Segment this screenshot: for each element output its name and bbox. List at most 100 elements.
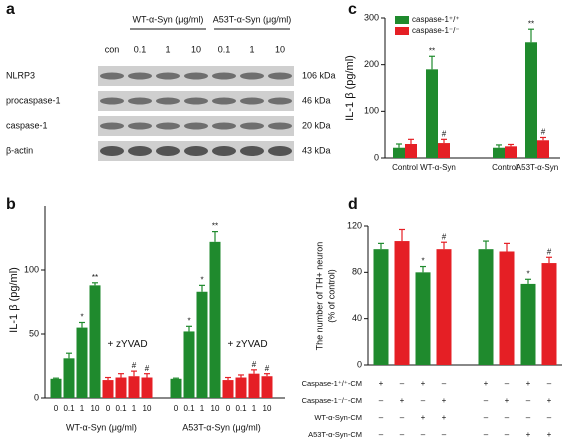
x-tick-label: 0 bbox=[174, 404, 179, 413]
bar bbox=[183, 331, 195, 398]
x-tick-label: 0 bbox=[54, 404, 59, 413]
blot-band bbox=[156, 122, 180, 130]
table-cell: + bbox=[421, 413, 426, 422]
x-tick-label: 1 bbox=[252, 404, 257, 413]
x-tick-label: 10 bbox=[143, 404, 152, 413]
bar bbox=[426, 69, 438, 158]
y-tick-label: 40 bbox=[352, 313, 362, 323]
blot-header: WT-α-Syn (μg/ml) bbox=[133, 14, 204, 24]
x-tick-label: 0.1 bbox=[63, 404, 75, 413]
significance-mark: # bbox=[265, 364, 270, 373]
significance-mark: # bbox=[541, 128, 546, 137]
significance-mark: ** bbox=[429, 46, 435, 55]
table-cell: + bbox=[505, 396, 510, 405]
panel-letter: a bbox=[6, 1, 15, 18]
legend-label: caspase-1⁻/⁻ bbox=[412, 26, 460, 35]
blot-band bbox=[240, 146, 264, 156]
lane-label: 1 bbox=[165, 44, 170, 54]
x-tick-label: 1 bbox=[80, 404, 85, 413]
blot-row-label: β-actin bbox=[6, 145, 33, 155]
y-tick-label: 200 bbox=[364, 59, 379, 69]
table-row-label: Caspase-1⁺/⁺-CM bbox=[302, 379, 362, 388]
table-cell: – bbox=[505, 430, 510, 439]
table-row-label: WT-α-Syn-CM bbox=[314, 413, 362, 422]
blot-band bbox=[268, 146, 292, 156]
table-cell: – bbox=[484, 413, 489, 422]
blot-band bbox=[128, 122, 152, 130]
bar bbox=[541, 263, 557, 365]
table-cell: + bbox=[547, 430, 552, 439]
bar bbox=[76, 327, 88, 398]
lane-label: 0.1 bbox=[218, 44, 231, 54]
bar bbox=[478, 249, 494, 365]
blot-band bbox=[240, 122, 264, 130]
blot-band bbox=[100, 122, 124, 130]
y-axis-label: (% of control) bbox=[326, 269, 336, 323]
legend-label: caspase-1⁺/⁺ bbox=[412, 15, 460, 24]
panel-letter: b bbox=[6, 196, 16, 213]
y-tick-label: 100 bbox=[24, 264, 39, 274]
blot-band bbox=[184, 146, 208, 156]
significance-mark: # bbox=[252, 360, 257, 369]
x-tick-label: 10 bbox=[211, 404, 220, 413]
x-tick-label: A53T-α-Syn bbox=[516, 163, 558, 172]
bar bbox=[141, 377, 153, 398]
x-tick-label: 1 bbox=[200, 404, 205, 413]
table-cell: – bbox=[379, 430, 384, 439]
bar bbox=[235, 377, 247, 398]
table-cell: – bbox=[526, 413, 531, 422]
blot-row-label: NLRP3 bbox=[6, 70, 35, 80]
x-tick-label: 1 bbox=[132, 404, 137, 413]
y-tick-label: 100 bbox=[364, 106, 379, 116]
significance-mark: ** bbox=[92, 273, 98, 282]
x-tick-label: 0.1 bbox=[115, 404, 127, 413]
y-tick-label: 50 bbox=[29, 328, 39, 338]
lane-label: 10 bbox=[191, 44, 201, 54]
table-cell: + bbox=[421, 379, 426, 388]
x-tick-label: 10 bbox=[91, 404, 100, 413]
table-cell: + bbox=[526, 379, 531, 388]
bar bbox=[102, 380, 114, 398]
bar bbox=[196, 291, 208, 398]
blot-band bbox=[156, 72, 180, 80]
significance-mark: # bbox=[132, 361, 137, 370]
x-tick-label: 0.1 bbox=[183, 404, 195, 413]
bar bbox=[128, 376, 140, 398]
lane-label: 0.1 bbox=[134, 44, 147, 54]
bar bbox=[525, 42, 537, 159]
bar bbox=[89, 285, 101, 398]
lane-label: 10 bbox=[275, 44, 285, 54]
significance-mark: * bbox=[200, 275, 203, 284]
blot-band bbox=[100, 146, 124, 156]
table-row-label: Caspase-1⁻/⁻-CM bbox=[302, 396, 362, 405]
table-cell: + bbox=[379, 379, 384, 388]
panel-letter: c bbox=[348, 1, 357, 18]
table-cell: – bbox=[379, 396, 384, 405]
table-cell: – bbox=[505, 413, 510, 422]
table-cell: – bbox=[442, 379, 447, 388]
table-cell: + bbox=[400, 396, 405, 405]
bar bbox=[537, 140, 549, 158]
table-cell: – bbox=[526, 396, 531, 405]
bar bbox=[222, 380, 234, 398]
bar bbox=[520, 283, 536, 365]
blot-band bbox=[128, 146, 152, 156]
significance-mark: # bbox=[442, 232, 447, 241]
group-label: A53T-α-Syn (μg/ml) bbox=[182, 422, 260, 432]
bar bbox=[394, 241, 410, 365]
y-tick-label: 0 bbox=[34, 392, 39, 402]
blot-row-label: caspase-1 bbox=[6, 120, 48, 130]
table-cell: – bbox=[400, 379, 405, 388]
table-cell: + bbox=[442, 396, 447, 405]
table-cell: – bbox=[505, 379, 510, 388]
bar bbox=[436, 249, 452, 365]
bar bbox=[248, 373, 260, 398]
bar bbox=[499, 251, 515, 365]
blot-band bbox=[212, 97, 236, 105]
significance-mark: ** bbox=[528, 19, 534, 28]
table-cell: – bbox=[442, 430, 447, 439]
y-axis-label: IL-1 β (pg/ml) bbox=[8, 267, 20, 333]
table-cell: – bbox=[421, 430, 426, 439]
significance-mark: # bbox=[145, 364, 150, 373]
